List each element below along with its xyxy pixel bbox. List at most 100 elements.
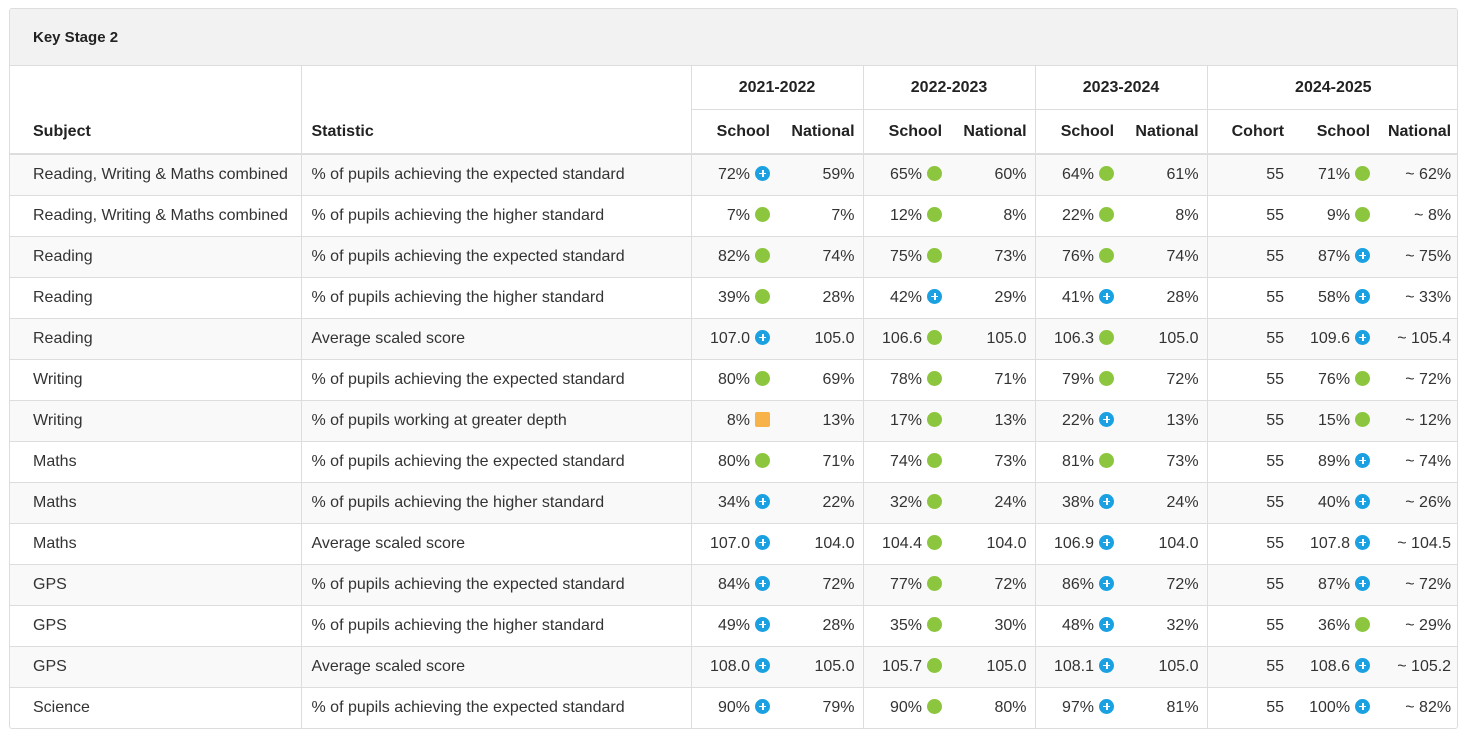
blue-plus-circle-icon [1355,247,1371,263]
table-body: Reading, Writing & Maths combined% of pu… [10,153,1457,728]
blue-plus-circle-icon [1099,575,1115,591]
table-row: GPS Average scaled score 108.0 105.0 105.7 10… [10,645,1457,687]
school-2021-2022-cell: 80% [690,358,778,400]
school-value: 100% [1309,698,1351,716]
school-2023-2024-cell: 97% [1034,686,1123,728]
school-2022-2023-cell: 105.7 [862,645,951,687]
school-value: 9% [1326,206,1351,224]
school-value: 32% [889,493,923,511]
national-2023-2024-cell: 104.0 [1122,522,1208,564]
national-2022-2023-cell: 24% [950,481,1036,523]
school-2021-2022-cell: 84% [690,563,778,605]
national-2021-2022-cell: 74% [778,235,864,277]
blue-plus-circle-icon [1355,657,1371,673]
green-circle-icon [1355,370,1371,386]
green-circle-icon [1355,411,1371,427]
national-2023-2024-cell: 81% [1122,686,1208,728]
school-value: 78% [889,370,923,388]
school-2023-2024-cell: 106.3 [1034,317,1123,359]
national-2022-2023-cell: 30% [950,604,1036,646]
school-value: 82% [717,247,750,265]
school-2024-2025-cell: 9% [1292,194,1379,236]
school-2022-2023-cell: 74% [862,440,951,482]
school-2021-2022-cell: 49% [690,604,778,646]
header-national: National [950,109,1036,155]
national-2022-2023-cell: 104.0 [950,522,1036,564]
national-2022-2023-cell: 105.0 [950,645,1036,687]
blue-plus-circle-icon [927,288,943,304]
cohort-2024-2025-cell: 55 [1206,481,1293,523]
national-2023-2024-cell: 72% [1122,563,1208,605]
green-circle-icon [927,329,943,345]
green-circle-icon [755,452,770,468]
school-value: 107.0 [709,534,750,552]
school-value: 41% [1062,288,1095,306]
header-year-2023-2024: 2023-2024 [1034,66,1208,110]
school-value: 84% [717,575,750,593]
national-2022-2023-cell: 8% [950,194,1036,236]
school-2023-2024-cell: 38% [1034,481,1123,523]
blue-plus-circle-icon [755,616,770,632]
subject-cell: GPS [10,563,301,605]
blue-plus-circle-icon [1355,698,1371,714]
school-2023-2024-cell: 106.9 [1034,522,1123,564]
school-value: 35% [889,616,923,634]
cohort-2024-2025-cell: 55 [1206,358,1293,400]
school-2021-2022-cell: 107.0 [690,522,778,564]
national-2024-2025-cell: ~ 29% [1378,604,1457,646]
national-2021-2022-cell: 28% [778,276,864,318]
green-circle-icon [1355,206,1371,222]
school-value: 87% [1318,575,1351,593]
school-2021-2022-cell: 7% [690,194,778,236]
school-2021-2022-cell: 107.0 [690,317,778,359]
school-value: 108.0 [709,657,750,675]
statistic-cell: % of pupils achieving the higher standar… [300,194,691,236]
blue-plus-circle-icon [1099,534,1115,550]
school-2023-2024-cell: 76% [1034,235,1123,277]
subject-cell: Reading, Writing & Maths combined [10,153,301,195]
school-value: 12% [889,206,923,224]
subject-cell: Maths [10,440,301,482]
blue-plus-circle-icon [1355,288,1371,304]
green-circle-icon [927,370,943,386]
cohort-2024-2025-cell: 55 [1206,153,1293,195]
school-2022-2023-cell: 90% [862,686,951,728]
national-2022-2023-cell: 73% [950,440,1036,482]
national-2024-2025-cell: ~ 72% [1378,563,1457,605]
header-cohort: Cohort [1206,109,1293,155]
national-2023-2024-cell: 73% [1122,440,1208,482]
statistic-cell: % of pupils achieving the expected stand… [300,358,691,400]
blue-plus-circle-icon [1355,329,1371,345]
national-2023-2024-cell: 8% [1122,194,1208,236]
table-row: Reading Average scaled score 107.0 105.0 106… [10,317,1457,359]
table-row: GPS% of pupils achieving the higher stan… [10,604,1457,646]
green-circle-icon [1355,616,1371,632]
school-2022-2023-cell: 65% [862,153,951,195]
subject-cell: GPS [10,645,301,687]
cohort-2024-2025-cell: 55 [1206,604,1293,646]
school-value: 104.4 [881,534,923,552]
subject-cell: Writing [10,399,301,441]
statistic-cell: % of pupils achieving the expected stand… [300,153,691,195]
panel-title: Key Stage 2 [10,9,1457,66]
school-2022-2023-cell: 32% [862,481,951,523]
school-value: 90% [717,698,750,716]
green-circle-icon [1099,206,1115,222]
national-2021-2022-cell: 22% [778,481,864,523]
school-2024-2025-cell: 89% [1292,440,1379,482]
school-value: 76% [1318,370,1351,388]
school-value: 106.3 [1053,329,1095,347]
statistic-cell: % of pupils achieving the expected stand… [300,563,691,605]
school-value: 34% [717,493,750,511]
school-value: 17% [889,411,923,429]
school-value: 107.8 [1310,534,1351,552]
school-2023-2024-cell: 48% [1034,604,1123,646]
school-value: 86% [1062,575,1095,593]
national-2021-2022-cell: 72% [778,563,864,605]
school-2023-2024-cell: 41% [1034,276,1123,318]
header-national: National [778,109,864,155]
header-national: National [1378,109,1457,155]
school-value: 106.6 [881,329,923,347]
school-2022-2023-cell: 75% [862,235,951,277]
school-2022-2023-cell: 77% [862,563,951,605]
